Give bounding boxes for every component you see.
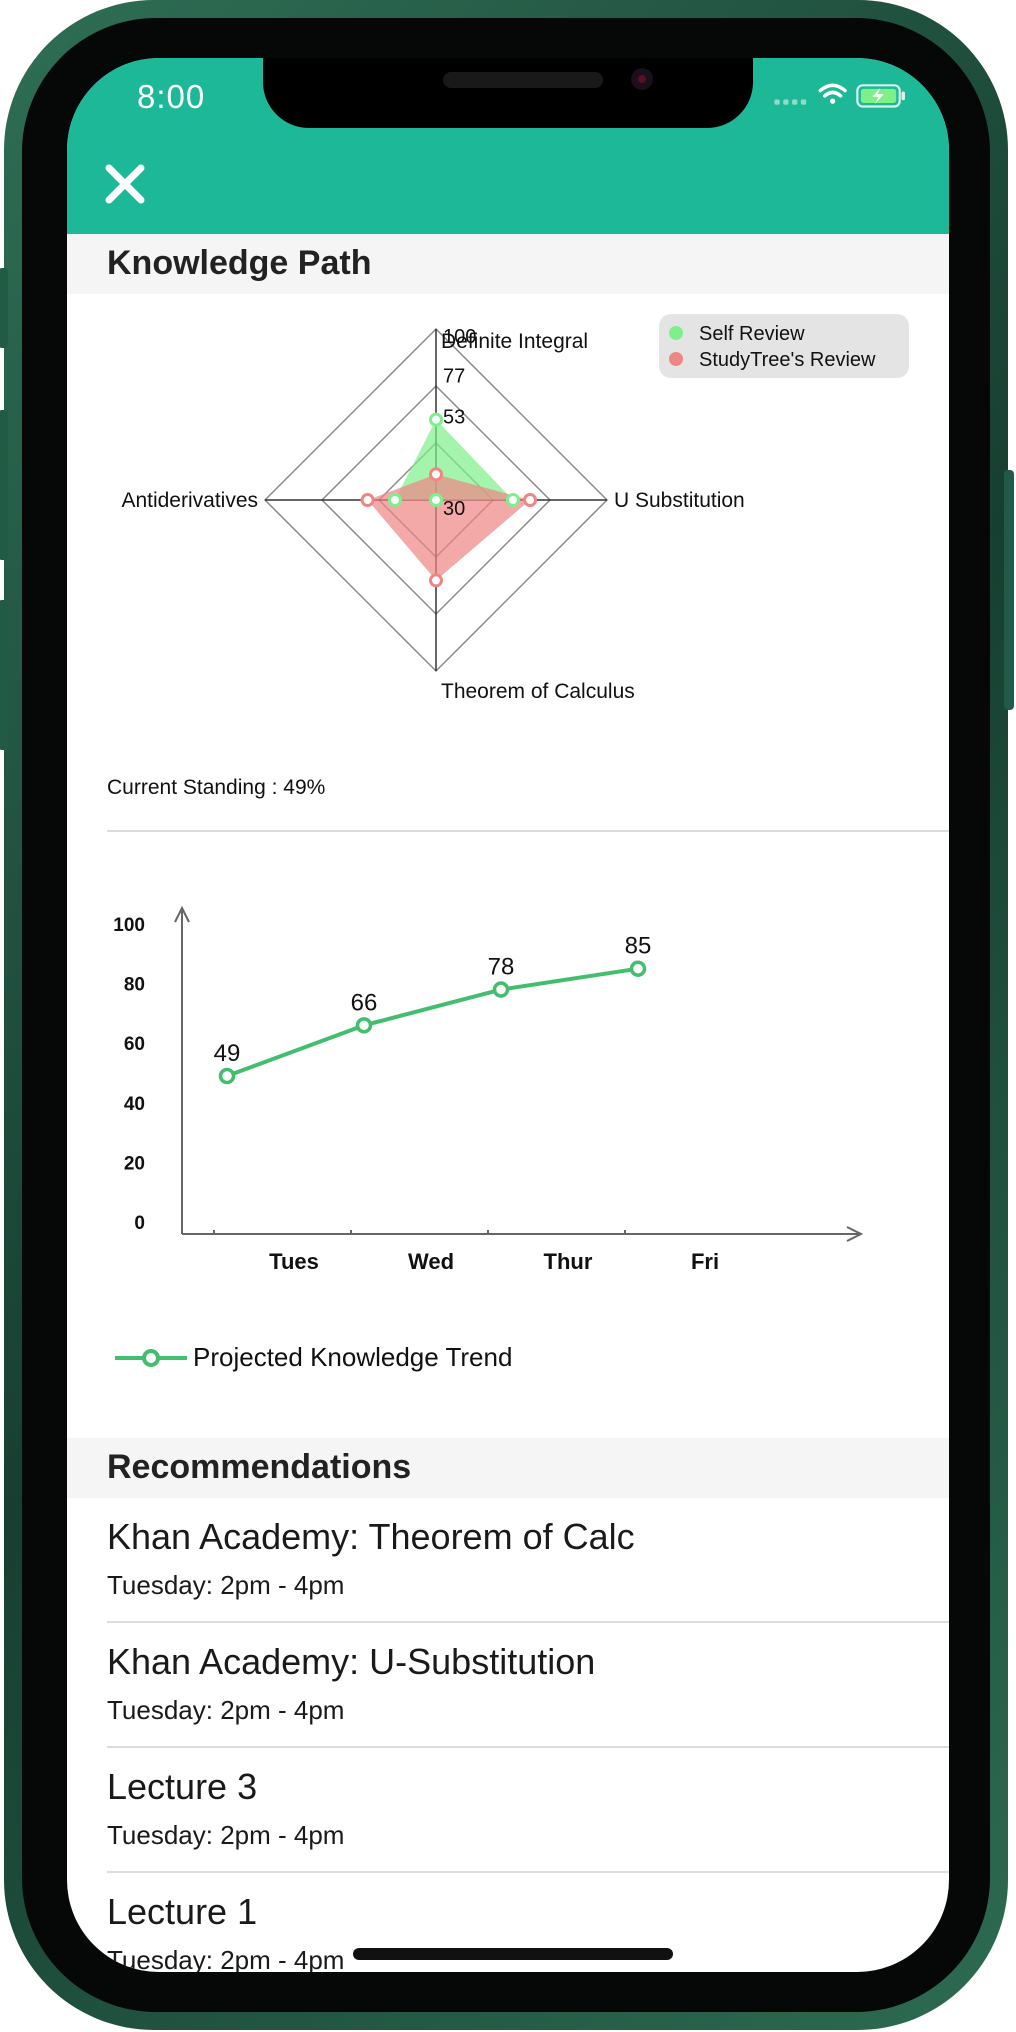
recommendation-time: Tuesday: 2pm - 4pm [107,1945,345,1972]
radar-legend-label: StudyTree's Review [699,349,876,371]
y-tick-label: 0 [134,1213,145,1234]
mute-switch [0,268,8,348]
radar-point [523,493,538,507]
radar-legend-swatch [669,326,683,340]
divider [107,830,949,832]
trend-point [629,960,647,977]
current-standing: Current Standing : 49% [107,776,326,799]
speaker-grille [443,72,603,88]
y-tick-label: 20 [124,1153,145,1174]
trend-data-label: 78 [488,954,515,981]
y-tick-label: 100 [113,915,145,936]
divider [107,1871,949,1873]
radar-point [505,493,520,507]
close-button[interactable] [103,162,147,206]
power-button [1004,470,1014,710]
y-tick-label: 80 [124,975,145,996]
trend-data-label: 66 [351,989,378,1016]
radar-area-studytree-review [367,474,531,581]
volume-up-button [0,410,8,560]
battery-icon [856,84,905,108]
screen: 8:00 [67,58,949,1972]
radar-legend-box [659,314,909,378]
notch [263,58,753,128]
recommendation-title: Khan Academy: Theorem of Calc [107,1516,635,1557]
recommendation-time: Tuesday: 2pm - 4pm [107,1820,345,1850]
knowledge-path-header: Knowledge Path [67,234,949,294]
status-icons [774,83,905,108]
radar-point [360,493,375,507]
recommendations-title: Recommendations [107,1448,412,1486]
radar-axis-label: U Substitution [614,489,745,512]
recommendation-title: Lecture 3 [107,1766,258,1807]
x-axis-arrow [846,1226,864,1242]
divider [107,1746,949,1748]
y-tick-label: 60 [124,1034,145,1055]
trend-point [355,1017,373,1034]
trend-point [218,1067,236,1085]
recommendation-item[interactable]: Lecture 3 Tuesday: 2pm - 4pm [107,1748,949,1873]
y-axis-arrow [174,905,190,923]
trend-line [226,966,639,1078]
signal-icon [774,99,807,105]
recommendation-title: Khan Academy: U-Substitution [107,1641,596,1682]
close-icon [105,164,145,204]
recommendation-time: Tuesday: 2pm - 4pm [107,1695,345,1725]
recommendation-item[interactable]: Lecture 1 Tuesday: 2pm - 4pm [107,1873,949,1972]
trend-line-chart: 0 20 40 60 80 100 Tues Wed Thur Fri 49 66 78 85 [113,905,864,1274]
recommendations-header: Recommendations [67,1438,949,1498]
radar-axis-label: Definite Integral [441,330,588,353]
recommendation-item[interactable]: Khan Academy: Theorem of Calc Tuesday: 2… [107,1498,949,1623]
radar-scale-label: 30 [443,498,465,520]
trend-data-label: 85 [625,933,652,960]
x-tick-label: Fri [691,1249,719,1274]
x-tick-label: Tues [269,1249,319,1274]
radar-point [429,573,443,588]
x-tick-label: Thur [544,1249,593,1274]
home-indicator [353,1948,673,1960]
recommendation-item[interactable]: Khan Academy: U-Substitution Tuesday: 2p… [107,1623,949,1748]
x-tick-label: Wed [408,1249,454,1274]
volume-down-button [0,600,8,750]
radar-point [387,493,402,507]
radar-legend-label: Self Review [699,323,805,345]
radar-scale-label: 77 [443,365,465,387]
radar-point [429,412,443,427]
status-time: 8:00 [137,78,206,115]
wifi-icon [818,83,847,104]
trend-data-label: 49 [214,1040,241,1067]
radar-axis-label: Antiderivatives [121,489,258,512]
trend-point [492,981,510,998]
trend-legend-marker [115,1349,187,1367]
y-tick-label: 40 [124,1094,145,1115]
app-header: 8:00 [67,58,949,234]
front-camera [631,68,653,90]
radar-axis-label: Theorem of Calculus [441,680,635,703]
radar-point [429,493,443,507]
trend-legend-label: Projected Knowledge Trend [193,1342,513,1372]
radar-point [429,467,443,482]
recommendation-time: Tuesday: 2pm - 4pm [107,1570,345,1600]
radar-scale-label: 53 [443,406,465,428]
radar-scale-label: 100 [443,326,476,348]
recommendation-title: Lecture 1 [107,1891,258,1932]
radar-legend-swatch [669,352,683,366]
divider [107,1621,949,1623]
knowledge-path-title: Knowledge Path [107,244,372,282]
